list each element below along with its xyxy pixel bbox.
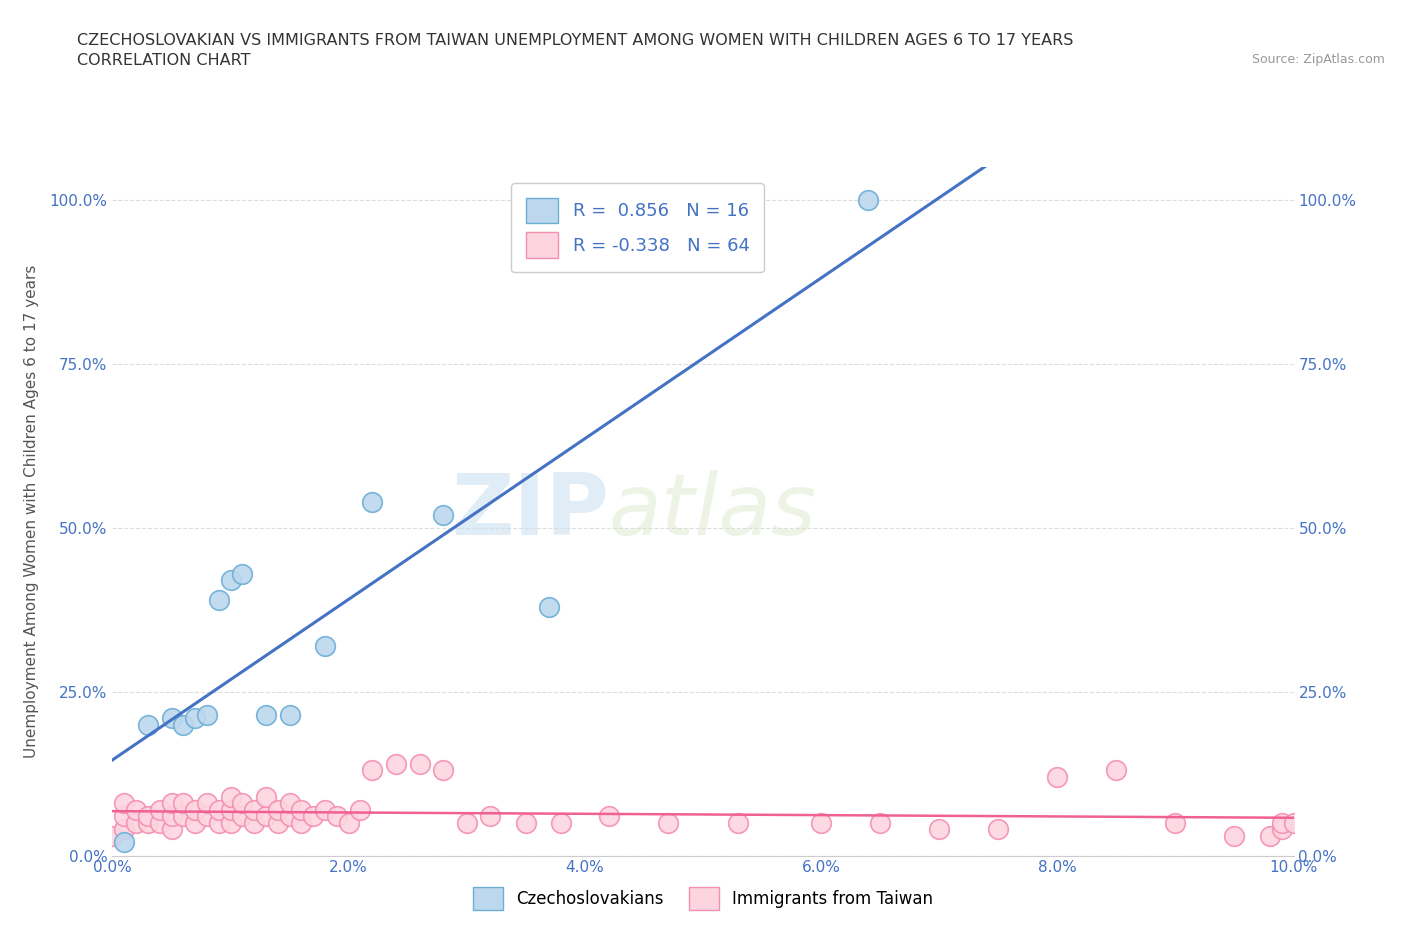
Point <box>254 790 277 804</box>
Point <box>219 816 242 830</box>
Point <box>290 803 312 817</box>
Point <box>112 835 135 850</box>
Point <box>160 809 183 824</box>
Point <box>254 809 277 824</box>
Point <box>456 816 478 830</box>
Point <box>1271 822 1294 837</box>
Point <box>172 717 194 732</box>
Point <box>858 193 880 207</box>
Point <box>160 711 183 725</box>
Point <box>254 707 277 722</box>
Point <box>987 822 1010 837</box>
Point <box>432 508 454 523</box>
Point <box>278 796 301 811</box>
Point <box>219 573 242 588</box>
Point <box>326 809 349 824</box>
Point <box>314 803 336 817</box>
Point <box>195 809 218 824</box>
Point <box>1046 769 1069 784</box>
Point <box>432 763 454 777</box>
Point <box>337 816 360 830</box>
Point <box>112 809 135 824</box>
Text: atlas: atlas <box>609 470 817 553</box>
Point <box>195 707 218 722</box>
Text: CORRELATION CHART: CORRELATION CHART <box>77 53 250 68</box>
Point <box>136 809 159 824</box>
Point <box>231 566 253 581</box>
Point <box>550 816 572 830</box>
Point <box>869 816 891 830</box>
Y-axis label: Unemployment Among Women with Children Ages 6 to 17 years: Unemployment Among Women with Children A… <box>24 265 38 758</box>
Point <box>172 809 194 824</box>
Point <box>160 796 183 811</box>
Point <box>136 717 159 732</box>
Point <box>727 816 749 830</box>
Legend: Czechoslovakians, Immigrants from Taiwan: Czechoslovakians, Immigrants from Taiwan <box>467 880 939 917</box>
Point <box>1223 829 1246 844</box>
Point <box>149 816 172 830</box>
Legend: R =  0.856   N = 16, R = -0.338   N = 64: R = 0.856 N = 16, R = -0.338 N = 64 <box>512 183 763 272</box>
Point <box>208 592 231 607</box>
Point <box>408 756 430 771</box>
Point <box>160 822 183 837</box>
Point <box>219 803 242 817</box>
Point <box>657 816 679 830</box>
Point <box>149 803 172 817</box>
Point <box>243 803 266 817</box>
Point <box>515 816 537 830</box>
Point <box>101 829 124 844</box>
Point <box>219 790 242 804</box>
Point <box>479 809 502 824</box>
Point <box>290 816 312 830</box>
Point <box>1282 816 1305 830</box>
Point <box>302 809 325 824</box>
Point <box>810 816 832 830</box>
Point <box>538 599 561 614</box>
Point <box>195 796 218 811</box>
Point <box>112 822 135 837</box>
Point <box>136 816 159 830</box>
Point <box>125 816 148 830</box>
Point <box>125 803 148 817</box>
Point <box>278 707 301 722</box>
Point <box>314 638 336 653</box>
Point <box>184 711 207 725</box>
Point <box>928 822 950 837</box>
Text: CZECHOSLOVAKIAN VS IMMIGRANTS FROM TAIWAN UNEMPLOYMENT AMONG WOMEN WITH CHILDREN: CZECHOSLOVAKIAN VS IMMIGRANTS FROM TAIWA… <box>77 33 1074 47</box>
Point <box>1105 763 1128 777</box>
Point <box>184 803 207 817</box>
Point <box>1258 829 1281 844</box>
Text: ZIP: ZIP <box>451 470 609 553</box>
Point <box>278 809 301 824</box>
Point <box>267 816 290 830</box>
Point <box>243 816 266 830</box>
Point <box>1271 816 1294 830</box>
Point <box>172 796 194 811</box>
Point <box>208 803 231 817</box>
Point <box>361 763 384 777</box>
Point <box>231 809 253 824</box>
Point <box>231 796 253 811</box>
Point <box>208 816 231 830</box>
Point <box>112 796 135 811</box>
Point <box>349 803 371 817</box>
Point <box>361 494 384 509</box>
Text: Source: ZipAtlas.com: Source: ZipAtlas.com <box>1251 53 1385 66</box>
Point <box>1164 816 1187 830</box>
Point <box>267 803 290 817</box>
Point <box>598 809 620 824</box>
Point <box>184 816 207 830</box>
Point <box>385 756 408 771</box>
